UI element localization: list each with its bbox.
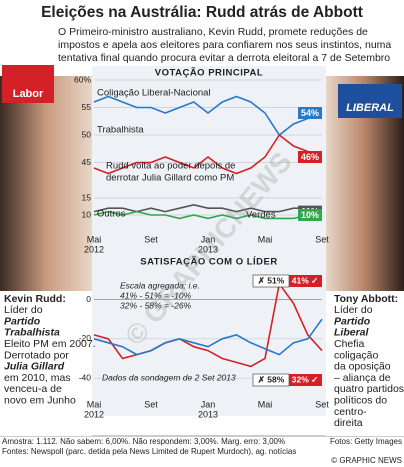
value-label-box — [298, 209, 322, 221]
left-text-line: Kevin Rudd: — [4, 293, 66, 305]
right-text-line: Líder do — [334, 304, 373, 316]
left-text-line: Eleito PM em 2007. — [4, 338, 96, 350]
y-tick-label: 15 — [82, 192, 92, 202]
badge-text: 32% ✓ — [292, 374, 319, 384]
value-label: 10% — [301, 210, 319, 220]
badge-text: ✗ 58% — [258, 374, 285, 384]
left-text-line: Derrotado por — [4, 349, 69, 361]
y-tick-label: 50 — [82, 129, 92, 139]
y-tick-label: 60% — [74, 74, 91, 84]
y-tick-label: 0 — [86, 294, 91, 304]
chart-panel — [92, 66, 326, 416]
x-tick-label: Set — [144, 399, 158, 409]
badge-box — [289, 275, 322, 287]
liberal-logo — [338, 84, 402, 118]
chart-title: SATISFAÇÃO COM O LÍDER — [140, 257, 278, 268]
left-text-line: venceu-a de — [4, 383, 62, 395]
left-text-line: Trabalhista — [4, 327, 60, 339]
right-text-line: Tony Abbott: — [334, 293, 398, 305]
series-label: Outros — [97, 209, 126, 220]
annotation: Escala agregada: i.e. — [120, 280, 200, 290]
left-text-line: Partido — [4, 315, 41, 327]
badge-box — [289, 374, 322, 386]
value-label-box — [298, 107, 322, 119]
left-text-line: novo em Junho — [4, 394, 76, 406]
x-tick-label: Mai — [258, 234, 273, 244]
right-text-line: Liberal — [334, 327, 370, 339]
liberal-logo-text: LIBERAL — [346, 102, 394, 114]
line-series — [93, 133, 323, 175]
right-text-line: centro- — [334, 406, 367, 418]
right-text-line: direita — [334, 417, 363, 429]
badge-text: ✗ 51% — [258, 275, 285, 285]
y-tick-label: 45 — [82, 157, 92, 167]
x-year-label: 2012 — [84, 244, 104, 254]
annotation: 41% - 51% = -10% — [120, 290, 192, 300]
right-text-line: coligação — [334, 349, 379, 361]
annotation: Dados da sondagem de 2 Set 2013 — [102, 372, 236, 382]
line-series — [93, 95, 323, 137]
x-tick-label: Mai — [87, 399, 102, 409]
line-series — [93, 281, 323, 368]
right-text-line: Chefia — [334, 338, 365, 350]
intro-line: impostos e apela aos eleitores para conf… — [58, 39, 391, 51]
annotation: derrotar Julia Gillard como PM — [106, 173, 234, 184]
intro-line: O Primeiro-ministro australiano, Kevin R… — [58, 26, 368, 38]
line-series — [93, 203, 323, 213]
photo-rudd — [0, 76, 92, 291]
footer-line: Amostra: 1.112. Não sabem: 6,00%. Não re… — [2, 437, 285, 446]
x-tick-label: Jan — [201, 399, 216, 409]
right-text-line: Partido — [334, 315, 371, 327]
x-tick-label: Jan — [201, 234, 216, 244]
x-tick-label: Set — [144, 234, 158, 244]
y-tick-label: 55 — [82, 102, 92, 112]
series-label: Coligação Liberal-Nacional — [97, 88, 211, 99]
chart-title: VOTAÇÃO PRINCIPAL — [155, 68, 263, 79]
x-year-label: 2013 — [198, 244, 218, 254]
line-series — [93, 210, 322, 220]
right-text-line: da oposição — [334, 361, 391, 373]
footer-photos: Fotos: Getty Images — [330, 437, 402, 446]
right-text-line: quatro partidos — [334, 383, 404, 395]
line-series — [93, 318, 323, 356]
intro-line: tentativa final quando procura evitar a … — [58, 52, 390, 64]
footer-credit: © GRAPHIC NEWS — [331, 456, 402, 465]
text-panel — [0, 291, 92, 436]
x-year-label: 2012 — [84, 409, 104, 419]
annotation: 32% - 58% = -26% — [120, 300, 192, 310]
value-label: 46% — [301, 152, 319, 162]
right-text-line: – aliança de — [334, 372, 391, 384]
value-label-box — [298, 151, 322, 163]
y-tick-label: 10 — [82, 209, 92, 219]
right-text-line: políticos do — [334, 394, 387, 406]
left-text-line: em 2010, mas — [4, 372, 71, 384]
x-tick-label: Mai — [258, 399, 273, 409]
x-tick-label: Set — [315, 399, 329, 409]
left-text-line: Líder do — [4, 304, 43, 316]
badge-text: 41% ✓ — [292, 275, 319, 285]
y-tick-label: -40 — [79, 372, 92, 382]
x-tick-label: Set — [315, 234, 329, 244]
text-panel — [326, 291, 404, 436]
left-text-line: Julia Gillard — [4, 361, 65, 373]
value-label: 54% — [301, 108, 319, 118]
series-label: Trabalhista — [97, 125, 144, 136]
x-year-label: 2013 — [198, 409, 218, 419]
title: Eleições na Austrália: Rudd atrás de Abb… — [41, 4, 363, 21]
labor-logo — [2, 65, 54, 103]
labor-logo-text: Labor — [13, 88, 44, 100]
series-label: Verdes — [246, 210, 276, 221]
footer-line: Fontes: Newspoll (parc. detida pela News… — [2, 447, 296, 456]
x-tick-label: Mai — [87, 234, 102, 244]
annotation: Rudd volta ao poder depois de — [106, 161, 235, 172]
y-tick-label: -20 — [79, 333, 92, 343]
